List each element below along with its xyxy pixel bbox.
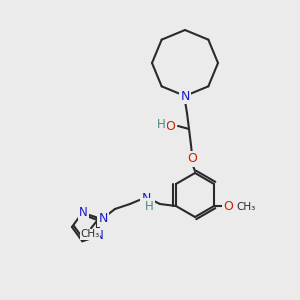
Text: CH₃: CH₃ (236, 202, 255, 212)
Text: N: N (98, 212, 108, 226)
Text: N: N (79, 206, 88, 219)
Text: O: O (187, 152, 197, 166)
Text: H: H (157, 118, 165, 130)
Text: N: N (141, 191, 151, 205)
Text: N: N (95, 229, 103, 242)
Text: O: O (223, 200, 233, 212)
Text: CH₃: CH₃ (80, 229, 100, 239)
Text: H: H (145, 200, 153, 212)
Text: N: N (180, 89, 190, 103)
Text: O: O (165, 119, 175, 133)
